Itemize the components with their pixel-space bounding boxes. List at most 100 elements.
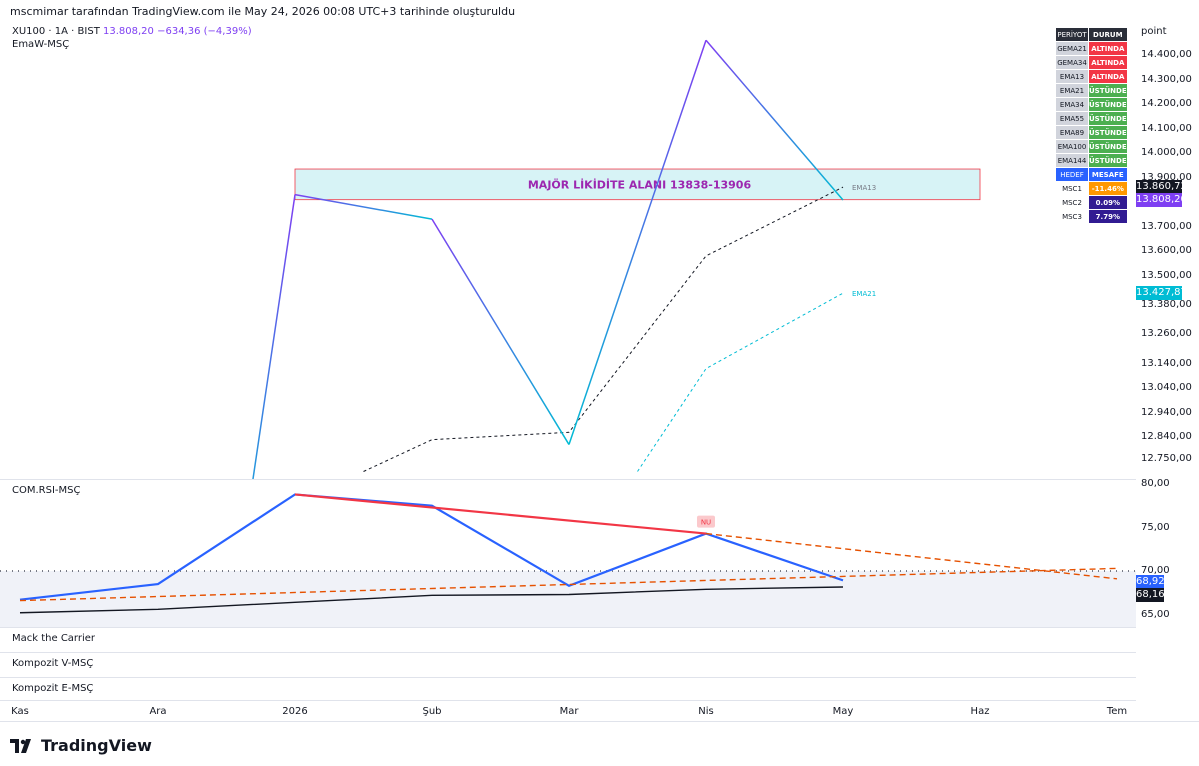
table-row: EMA34 ÜSTÜNDE	[1055, 97, 1128, 112]
pane-separator[interactable]	[0, 479, 1136, 480]
price-tag: 13.427,87	[1136, 286, 1187, 301]
pane-separator[interactable]	[0, 677, 1136, 678]
table-key: GEMA34	[1055, 55, 1089, 70]
rsi-title[interactable]: COM.RSI-MSÇ	[12, 485, 81, 496]
symbol-name: XU100 · 1A · BIST	[12, 26, 100, 37]
header-caption: mscmimar tarafından TradingView.com ile …	[10, 5, 516, 18]
table-value: ÜSTÜNDE	[1088, 153, 1128, 168]
table-row: EMA144 ÜSTÜNDE	[1055, 153, 1128, 168]
nu-badge	[697, 515, 715, 528]
ema21-label: EMA21	[852, 290, 876, 298]
table-key: EMA144	[1055, 153, 1089, 168]
ema-status-table: PERİYOT DURUM GEMA21 ALTINDA GEMA34 ALTINDA EM…	[1055, 27, 1128, 224]
time-axis-label: Şub	[422, 706, 442, 717]
pane-title-mack[interactable]: Mack the Carrier	[12, 633, 96, 644]
table-value: 7.79%	[1088, 209, 1128, 224]
table-value: DURUM	[1088, 27, 1128, 42]
price-axis-tick: 14.300,00	[1141, 73, 1192, 85]
symbol-price: 13.808,20	[103, 26, 154, 37]
ema21-series	[637, 292, 844, 472]
table-value: ÜSTÜNDE	[1088, 139, 1128, 154]
table-key: GEMA21	[1055, 41, 1089, 56]
table-key: MSC3	[1055, 209, 1089, 224]
price-axis-tick: 13.700,00	[1141, 220, 1192, 232]
table-value: ALTINDA	[1088, 41, 1128, 56]
price-axis-tick: 12.750,00	[1141, 453, 1192, 465]
table-row: EMA89 ÜSTÜNDE	[1055, 125, 1128, 140]
price-axis-tick: 12.940,00	[1141, 406, 1192, 418]
rsi-axis-tick: 65,00	[1141, 608, 1170, 620]
symbol-change: −634,36 (−4,39%)	[157, 26, 252, 37]
time-axis-label: Ara	[149, 706, 167, 717]
table-value: ALTINDA	[1088, 55, 1128, 70]
tradingview-logo-icon	[10, 738, 31, 753]
table-row: EMA55 ÜSTÜNDE	[1055, 111, 1128, 126]
price-series	[252, 39, 844, 479]
table-row: EMA13 ALTINDA	[1055, 69, 1128, 84]
table-key: EMA100	[1055, 139, 1089, 154]
time-axis-label: Tem	[1106, 706, 1128, 717]
brand-footer[interactable]: TradingView	[10, 736, 152, 755]
table-value: ÜSTÜNDE	[1088, 111, 1128, 126]
price-axis-tick: 14.200,00	[1141, 98, 1192, 109]
table-value: -11.46%	[1088, 181, 1128, 196]
table-row: GEMA21 ALTINDA	[1055, 41, 1128, 56]
indicator-name[interactable]: EmaW-MSÇ	[12, 39, 70, 50]
table-header-row: PERİYOT DURUM	[1055, 27, 1128, 42]
price-tag: 13.808,20	[1136, 192, 1187, 207]
rsi-signal-line	[19, 586, 844, 614]
table-row: EMA21 ÜSTÜNDE	[1055, 83, 1128, 98]
ema-line	[637, 292, 844, 472]
rsi-resistance-extension	[705, 532, 1118, 580]
price-segment	[705, 39, 844, 201]
price-segment	[252, 194, 296, 479]
table-row: GEMA34 ALTINDA	[1055, 55, 1128, 70]
table-value: ALTINDA	[1088, 69, 1128, 84]
table-row: MSC1 -11.46%	[1055, 181, 1128, 196]
table-header-row: HEDEF MESAFE	[1055, 167, 1128, 182]
price-segment	[294, 193, 433, 220]
symbol-legend[interactable]: XU100 · 1A · BIST 13.808,20 −634,36 (−4,…	[12, 26, 252, 37]
ema13-series	[363, 186, 844, 472]
footer-separator	[0, 721, 1199, 722]
time-axis-label: Haz	[970, 706, 990, 717]
rsi-axis-tick: 70,00	[1141, 565, 1170, 576]
price-axis-tick: 13.500,00	[1141, 269, 1192, 281]
rsi-axis-tick: 75,00	[1141, 521, 1170, 533]
pane-separator[interactable]	[0, 627, 1136, 628]
nu-badge-label: NU	[701, 519, 711, 527]
axis-unit-label[interactable]: point	[1141, 26, 1167, 37]
time-axis-label: Nis	[698, 706, 714, 717]
table-value: ÜSTÜNDE	[1088, 83, 1128, 98]
table-key: MSC2	[1055, 195, 1089, 210]
ema13-label: EMA13	[852, 184, 876, 192]
price-axis-tick: 14.400,00	[1141, 49, 1192, 60]
rsi-value-tag: 68,92	[1136, 575, 1165, 589]
price-axis-tick: 13.600,00	[1141, 245, 1192, 256]
pane-separator[interactable]	[0, 700, 1136, 701]
table-row: MSC3 7.79%	[1055, 209, 1128, 224]
table-key: EMA21	[1055, 83, 1089, 98]
liquidity-zone[interactable]	[294, 168, 981, 201]
liquidity-zone-label: MAJÖR LİKİDİTE ALANI 13838-13906	[528, 177, 752, 191]
time-axis-label: 2026	[282, 706, 308, 717]
pane-separator[interactable]	[0, 652, 1136, 653]
table-key: HEDEF	[1055, 167, 1089, 182]
table-value: 0.09%	[1088, 195, 1128, 210]
time-axis-label: May	[832, 706, 854, 717]
price-axis-tick: 13.140,00	[1141, 357, 1192, 369]
price-axis-tick: 14.100,00	[1141, 122, 1192, 134]
pane-title-kompozit-v[interactable]: Kompozit V-MSÇ	[12, 658, 94, 669]
table-key: MSC1	[1055, 181, 1089, 196]
table-key: PERİYOT	[1055, 27, 1089, 42]
table-row: EMA100 ÜSTÜNDE	[1055, 139, 1128, 154]
pane-title-kompozit-e[interactable]: Kompozit E-MSÇ	[12, 683, 94, 694]
price-tag: 13.860,72	[1136, 180, 1187, 195]
table-key: EMA34	[1055, 97, 1089, 112]
price-axis-tick: 13.900,00	[1141, 171, 1192, 183]
brand-name: TradingView	[41, 736, 152, 755]
rsi-value-tag: 68,16	[1136, 588, 1165, 602]
price-axis-tick: 13.380,00	[1141, 298, 1192, 310]
rsi-oversold-band	[0, 571, 1136, 627]
